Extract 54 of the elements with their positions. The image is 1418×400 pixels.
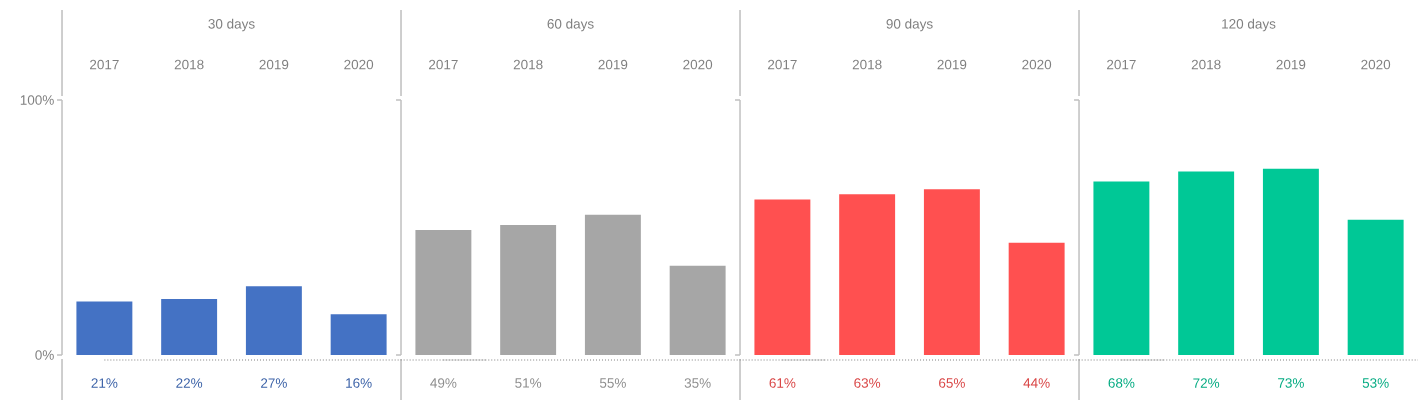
bar [500, 224, 557, 355]
bar [923, 189, 980, 355]
x-tick-label: 2017 [429, 59, 458, 70]
y-tick-label: 0% [35, 350, 54, 360]
chart-title: 120 days [1222, 18, 1276, 32]
bar [839, 194, 896, 355]
x-tick-label: 2018 [513, 59, 543, 70]
data-label: 27% [261, 378, 287, 388]
x-tick-label: 2019 [937, 59, 967, 70]
data-label: 53% [1362, 378, 1389, 388]
x-tick-label: 2020 [683, 59, 713, 70]
bar [1008, 242, 1065, 355]
bar [415, 230, 472, 355]
data-label: 68% [1108, 378, 1135, 388]
x-tick-label: 2019 [259, 59, 289, 70]
bar [161, 298, 218, 355]
x-tick-label: 2020 [1361, 59, 1391, 70]
bar [584, 214, 641, 355]
bar [1178, 171, 1235, 355]
x-tick-label: 2018 [852, 59, 882, 70]
x-tick-label: 2020 [1022, 59, 1052, 70]
x-tick-label: 2017 [1107, 59, 1136, 70]
chart-title: 90 days [886, 18, 933, 32]
x-tick-label: 2018 [174, 59, 204, 70]
x-tick-label: 2017 [768, 59, 797, 70]
bar [76, 301, 133, 355]
data-label: 55% [599, 378, 626, 388]
data-label: 35% [684, 378, 711, 388]
bar [1093, 181, 1150, 355]
bar [1347, 219, 1404, 355]
bar [1262, 168, 1319, 355]
data-label: 63% [854, 378, 881, 388]
data-label: 44% [1023, 378, 1050, 388]
data-label: 16% [346, 378, 372, 388]
data-label: 73% [1278, 378, 1304, 388]
chart-title: 60 days [547, 18, 594, 32]
y-tick-label: 100% [20, 95, 54, 105]
x-tick-label: 2019 [598, 59, 628, 70]
x-tick-label: 2017 [90, 59, 119, 70]
x-tick-label: 2019 [1276, 59, 1306, 70]
data-label: 51% [515, 378, 542, 388]
bar [754, 199, 811, 355]
bar [330, 314, 387, 355]
bar [669, 265, 726, 355]
x-tick-label: 2018 [1191, 59, 1221, 70]
bar [245, 286, 302, 355]
data-label: 61% [769, 378, 796, 388]
x-tick-label: 2020 [344, 59, 374, 70]
chart-title: 30 days [208, 18, 255, 32]
data-label: 22% [176, 378, 203, 388]
data-label: 72% [1193, 378, 1220, 388]
data-label: 65% [939, 378, 965, 388]
data-label: 21% [91, 378, 118, 388]
data-label: 49% [430, 378, 457, 388]
